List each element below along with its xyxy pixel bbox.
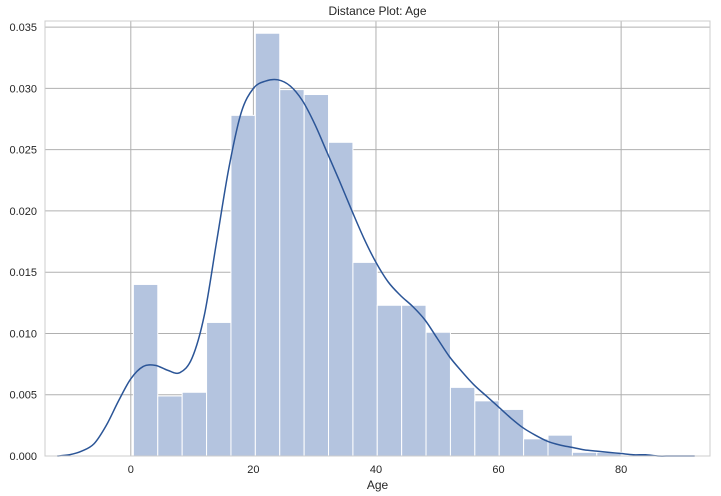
histogram-bar [425,331,451,457]
chart-title: Distance Plot: Age [328,4,426,18]
y-tick-label: 0.005 [9,390,37,402]
histogram-bar [449,386,476,457]
histogram-bars [132,32,622,457]
x-tick-label: 40 [370,464,382,476]
x-tick-label: 80 [615,464,627,476]
histogram-bar [230,114,256,457]
histogram-bar [401,304,427,457]
histogram-bar [181,391,208,457]
x-axis-title: Age [367,478,389,492]
kde-density-line [57,78,695,457]
y-tick-labels: 0.000 0.005 0.010 0.015 0.020 0.025 0.030 0.035 [9,22,37,463]
plot-frame [44,20,711,457]
histogram-bar [523,438,549,457]
histogram-bar [328,141,354,457]
x-tick-label: 60 [492,464,504,476]
histogram-bar [498,408,525,457]
histogram-bar [254,32,281,457]
y-tick-label: 0.020 [9,206,37,218]
y-tick-label: 0.010 [9,328,37,340]
histogram-bar [571,451,598,457]
y-tick-label: 0.015 [9,267,37,279]
histogram-bar [376,304,403,457]
x-tick-label: 0 [128,464,134,476]
histogram-bar [279,89,305,457]
x-tick-label: 20 [247,464,259,476]
histogram-bar [352,261,378,457]
y-tick-label: 0.035 [9,22,37,34]
y-tick-label: 0.000 [9,451,37,463]
y-tick-label: 0.025 [9,145,37,157]
histogram-bar [206,321,232,457]
histogram-bar [157,395,183,457]
x-tick-labels: 0 20 40 60 80 [128,464,628,476]
histogram-bar [474,400,500,457]
y-tick-label: 0.030 [9,83,37,95]
